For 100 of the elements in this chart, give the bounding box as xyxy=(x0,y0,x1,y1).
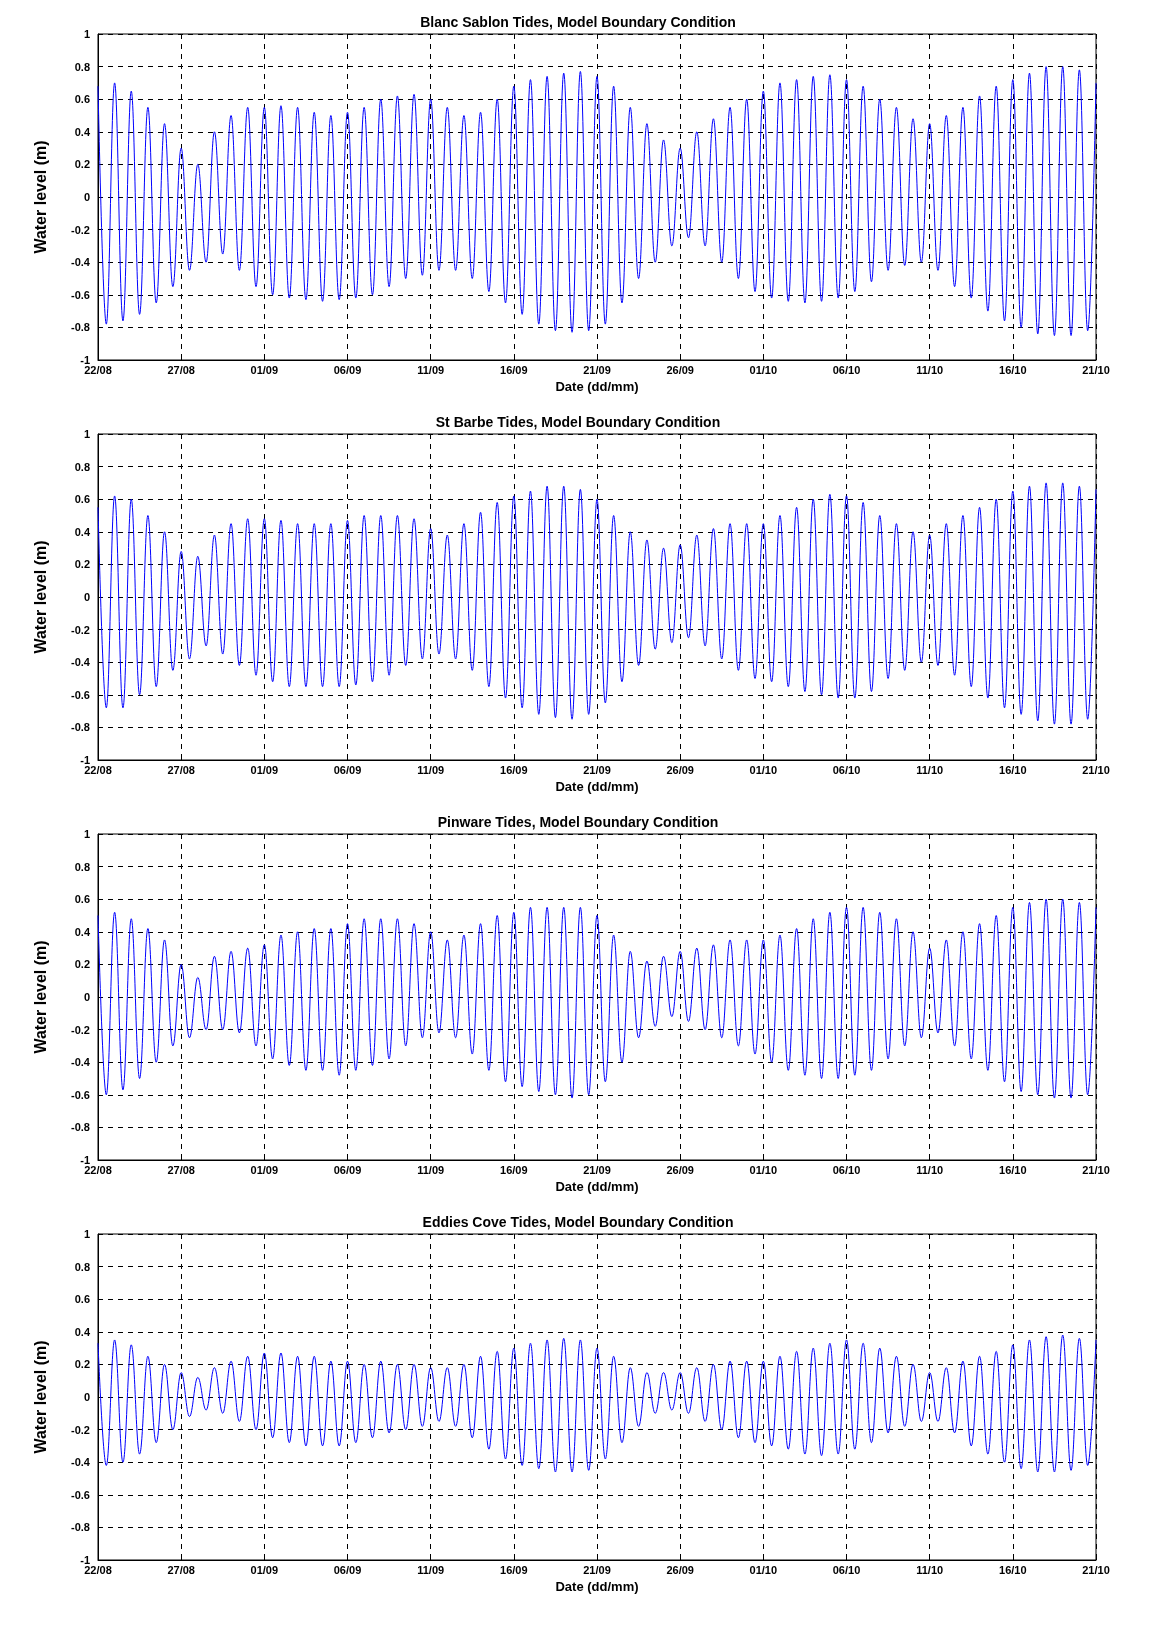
x-tick-label: 06/10 xyxy=(832,1563,861,1576)
y-axis-title: Water level (m) xyxy=(31,1340,49,1454)
line-series xyxy=(97,482,1097,725)
y-tick-label: 0 xyxy=(83,1391,90,1403)
x-tick-label: 16/10 xyxy=(999,1563,1027,1576)
x-tick-label: 16/09 xyxy=(500,363,528,376)
x-tick-label: 22/08 xyxy=(84,1563,112,1576)
y-tick-label: -0.6 xyxy=(71,688,90,701)
y-axis-title: Water level (m) xyxy=(31,940,49,1054)
y-tick-label: -0.2 xyxy=(71,623,90,636)
x-tick-label: 06/09 xyxy=(333,1563,362,1576)
x-tick-label: 01/10 xyxy=(749,1563,778,1576)
x-axis-title: Date (dd/mm) xyxy=(555,1179,639,1194)
x-tick-label: 22/08 xyxy=(84,1163,112,1176)
x-tick-label: 21/10 xyxy=(1082,1163,1110,1176)
x-tick-label: 22/08 xyxy=(84,763,112,776)
y-tick-label: -0.2 xyxy=(71,1423,90,1436)
y-tick-label: 0.4 xyxy=(74,925,91,938)
x-tick-label: 27/08 xyxy=(167,1163,195,1176)
chart-title: Pinware Tides, Model Boundary Condition xyxy=(437,814,719,830)
chart-title: St Barbe Tides, Model Boundary Condition xyxy=(435,414,721,430)
y-tick-label: 0.2 xyxy=(74,1358,90,1371)
y-tick-label: 0.8 xyxy=(74,60,90,73)
y-tick-label: 0.8 xyxy=(74,860,90,873)
x-tick-label: 11/10 xyxy=(916,1563,944,1576)
y-tick-label: 0.6 xyxy=(74,493,90,506)
y-tick-label: -0.4 xyxy=(71,656,91,669)
y-tick-label: -0.6 xyxy=(71,1488,90,1501)
x-tick-label: 16/10 xyxy=(999,763,1027,776)
x-tick-label: 26/09 xyxy=(666,1563,694,1576)
y-tick-label: -0.4 xyxy=(71,1456,91,1469)
x-tick-label: 21/09 xyxy=(583,1163,611,1176)
y-tick-label: -0.6 xyxy=(71,288,90,301)
y-tick-label: 0 xyxy=(83,991,90,1003)
y-tick-label: 0.2 xyxy=(74,558,90,571)
y-tick-label: -1 xyxy=(80,354,90,366)
y-tick-label: -0.8 xyxy=(71,1521,90,1534)
chart-title: Blanc Sablon Tides, Model Boundary Condition xyxy=(420,14,736,30)
x-tick-label: 06/10 xyxy=(832,1163,861,1176)
y-tick-label: -0.6 xyxy=(71,1088,90,1101)
x-tick-label: 01/09 xyxy=(250,1563,279,1576)
y-tick-label: 0.4 xyxy=(74,1325,91,1338)
y-tick-label: -0.8 xyxy=(71,321,90,334)
line-series xyxy=(97,66,1097,337)
x-tick-label: 11/10 xyxy=(916,763,944,776)
chart-title: Eddies Cove Tides, Model Boundary Condition xyxy=(422,1214,734,1230)
x-tick-label: 26/09 xyxy=(666,363,694,376)
x-tick-label: 11/09 xyxy=(417,763,445,776)
y-tick-label: -0.4 xyxy=(71,1056,91,1069)
x-tick-label: 11/10 xyxy=(916,363,944,376)
x-tick-label: 27/08 xyxy=(167,763,195,776)
x-tick-label: 01/09 xyxy=(250,363,279,376)
y-tick-label: 0.6 xyxy=(74,93,90,106)
x-tick-label: 21/10 xyxy=(1082,763,1110,776)
x-tick-label: 16/10 xyxy=(999,1163,1027,1176)
x-tick-label: 21/10 xyxy=(1082,363,1110,376)
y-tick-label: -1 xyxy=(80,1554,90,1566)
x-tick-label: 01/10 xyxy=(749,1163,778,1176)
y-tick-label: 0.6 xyxy=(74,893,90,906)
y-tick-label: -0.2 xyxy=(71,1023,90,1036)
x-axis-title: Date (dd/mm) xyxy=(555,379,639,394)
y-tick-label: -0.2 xyxy=(71,223,90,236)
x-tick-label: 01/10 xyxy=(749,763,778,776)
y-tick-label: 0.8 xyxy=(74,1260,90,1273)
x-tick-label: 26/09 xyxy=(666,1163,694,1176)
x-tick-label: 06/10 xyxy=(832,763,861,776)
y-tick-label: 0.8 xyxy=(74,460,90,473)
y-axis-title: Water level (m) xyxy=(31,140,49,254)
y-tick-label: 0.2 xyxy=(74,158,90,171)
x-axis-title: Date (dd/mm) xyxy=(555,1579,639,1594)
x-tick-label: 16/09 xyxy=(500,1163,528,1176)
x-tick-label: 21/10 xyxy=(1082,1563,1110,1576)
x-tick-label: 01/09 xyxy=(250,1163,279,1176)
x-tick-label: 11/09 xyxy=(417,1163,445,1176)
y-tick-label: 0 xyxy=(83,191,90,203)
x-tick-label: 27/08 xyxy=(167,363,195,376)
x-tick-label: 11/09 xyxy=(417,1563,445,1576)
x-tick-label: 16/09 xyxy=(500,763,528,776)
x-tick-label: 21/09 xyxy=(583,1563,611,1576)
x-tick-label: 06/10 xyxy=(832,363,861,376)
x-tick-label: 11/10 xyxy=(916,1163,944,1176)
x-tick-label: 01/09 xyxy=(250,763,279,776)
x-tick-label: 27/08 xyxy=(167,1563,195,1576)
y-axis-title: Water level (m) xyxy=(31,540,49,654)
x-tick-label: 06/09 xyxy=(333,763,362,776)
y-tick-label: -0.4 xyxy=(71,256,91,269)
y-tick-label: 1 xyxy=(83,1228,90,1240)
y-tick-label: -0.8 xyxy=(71,721,90,734)
line-series xyxy=(97,1334,1097,1473)
x-tick-label: 21/09 xyxy=(583,363,611,376)
x-tick-label: 06/09 xyxy=(333,1163,362,1176)
y-tick-label: 1 xyxy=(83,828,90,840)
line-series xyxy=(97,898,1097,1099)
x-tick-label: 01/10 xyxy=(749,363,778,376)
y-tick-label: 0 xyxy=(83,591,90,603)
y-tick-label: 0.4 xyxy=(74,525,91,538)
y-tick-label: 0.2 xyxy=(74,958,90,971)
y-tick-label: -1 xyxy=(80,1154,90,1166)
y-tick-label: 0.4 xyxy=(74,125,91,138)
y-tick-label: -1 xyxy=(80,754,90,766)
